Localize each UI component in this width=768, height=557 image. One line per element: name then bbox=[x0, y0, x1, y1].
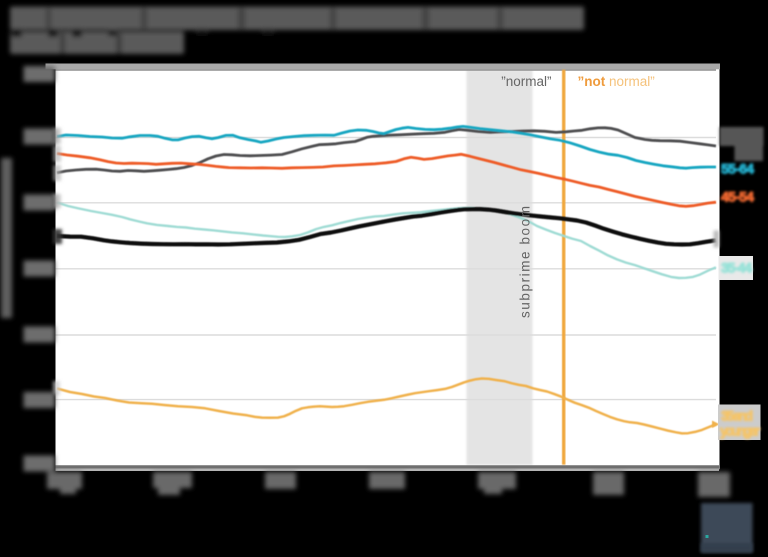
svg-text:”normal”: ”normal” bbox=[501, 74, 551, 89]
svg-text:younger: younger bbox=[720, 423, 761, 439]
svg-text:55-64: 55-64 bbox=[721, 161, 754, 177]
svg-text:35-44: 35-44 bbox=[721, 260, 752, 276]
svg-text:subprime boom: subprime boom bbox=[518, 206, 533, 318]
svg-text:35 and: 35 and bbox=[721, 408, 753, 424]
svg-text:”not normal”: ”not normal” bbox=[578, 74, 655, 89]
svg-text:45-54: 45-54 bbox=[721, 189, 754, 205]
